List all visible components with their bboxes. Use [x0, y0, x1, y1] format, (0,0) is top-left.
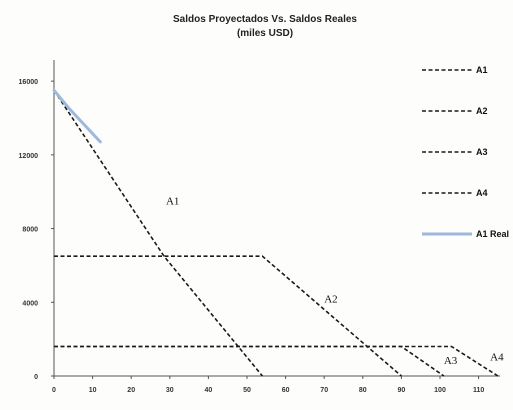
legend-label: A2: [476, 106, 488, 116]
x-tick-label: 0: [52, 387, 56, 394]
x-tick-label: 70: [320, 387, 328, 394]
y-tick-label: 0: [34, 374, 38, 381]
chart-subtitle: (miles USD): [237, 28, 293, 39]
x-tick-label: 110: [473, 387, 484, 394]
series-line-a1-real: [52, 88, 102, 144]
series-line-a2: [54, 255, 402, 377]
legend-label: A3: [476, 147, 488, 157]
x-tick-label: 60: [282, 387, 290, 394]
x-tick-label: 40: [205, 387, 213, 394]
x-tick-label: 30: [166, 387, 174, 394]
x-tick-label: 100: [434, 387, 446, 394]
x-tick-label: 90: [398, 387, 406, 394]
chart-title: Saldos Proyectados Vs. Saldos Reales: [173, 14, 357, 25]
legend-label: A4: [476, 188, 488, 198]
x-tick-label: 10: [89, 387, 97, 394]
line-annotation-a1: A1: [166, 196, 179, 208]
y-tick-label: 12000: [19, 153, 39, 160]
x-tick-label: 50: [243, 387, 251, 394]
x-tick-label: 20: [127, 387, 135, 394]
line-annotation-a3: A3: [444, 355, 458, 367]
y-tick-label: 16000: [19, 79, 39, 86]
series-line-a3: [54, 345, 445, 377]
x-tick-label: 80: [359, 387, 367, 394]
line-annotation-a2: A2: [324, 293, 337, 305]
y-tick-label: 4000: [22, 300, 38, 307]
y-tick-label: 8000: [22, 227, 38, 234]
legend-label: A1: [476, 65, 488, 75]
legend-label: A1 Real: [476, 229, 509, 239]
series-line-a4: [54, 345, 499, 377]
series-line-a1: [53, 89, 264, 377]
line-annotation-a4: A4: [490, 351, 504, 363]
